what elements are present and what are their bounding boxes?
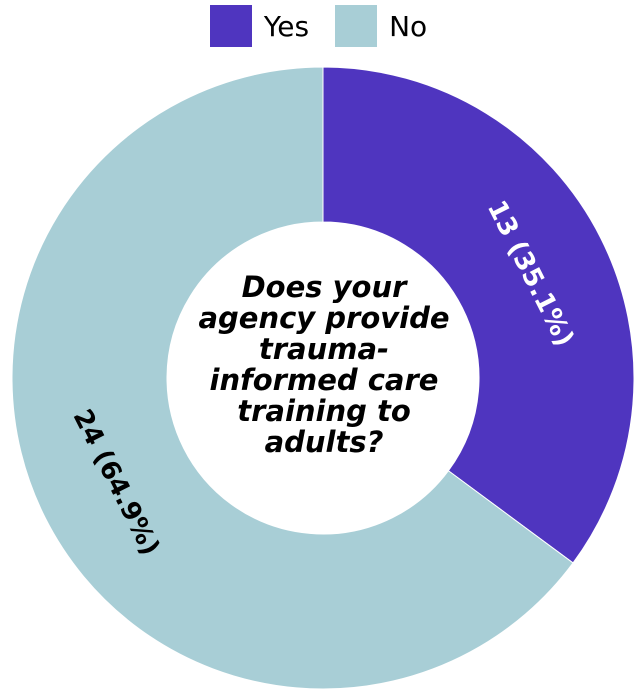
legend-item-yes[interactable]: Yes — [209, 5, 310, 47]
chart-title: Does your agency provide trauma-informed… — [198, 270, 450, 459]
slice-no[interactable] — [11, 66, 574, 689]
legend-label-no: No — [389, 9, 428, 43]
legend-swatch-yes — [209, 5, 252, 47]
legend-item-no[interactable]: No — [335, 5, 427, 47]
slice-yes[interactable] — [322, 66, 635, 564]
legend-label-yes: Yes — [263, 9, 310, 43]
legend-swatch-no — [335, 5, 378, 47]
chart-legend: Yes No — [0, 5, 637, 47]
